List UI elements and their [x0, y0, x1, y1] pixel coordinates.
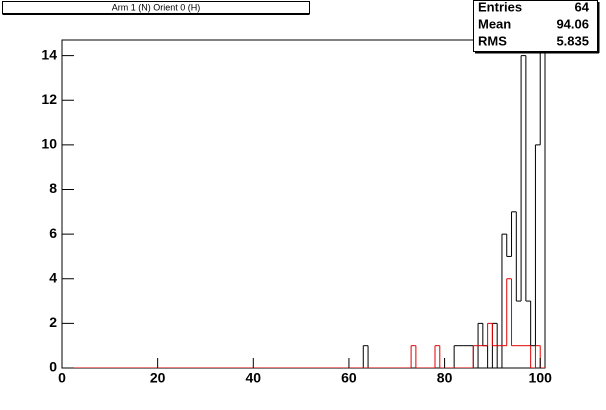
stats-shadow	[475, 51, 599, 54]
y-tick-label: 12	[41, 91, 57, 107]
title-shadow	[2, 13, 310, 15]
x-tick-label: 80	[437, 370, 453, 386]
stats-shadow	[597, 2, 600, 53]
y-tick-label: 6	[49, 225, 57, 241]
stat-value: 64	[575, 0, 590, 14]
stat-label: RMS	[478, 33, 507, 48]
stats-box	[473, 0, 598, 52]
x-tick-label: 100	[529, 370, 553, 386]
y-tick-label: 14	[41, 46, 57, 62]
stat-value: 5.835	[556, 33, 589, 48]
y-tick-label: 8	[49, 180, 57, 196]
stat-value: 94.06	[556, 16, 589, 31]
y-tick-label: 4	[49, 269, 57, 285]
x-tick-label: 60	[341, 370, 357, 386]
x-tick-label: 0	[58, 370, 66, 386]
stat-label: Entries	[478, 0, 522, 14]
histogram-area	[62, 40, 545, 368]
chart-title: Arm 1 (N) Orient 0 (H)	[112, 2, 201, 12]
x-tick-label: 40	[245, 370, 261, 386]
y-tick-label: 0	[49, 359, 57, 375]
stat-label: Mean	[478, 16, 511, 31]
plot-frame	[61, 39, 546, 369]
y-tick-label: 2	[49, 314, 57, 330]
y-tick-label: 10	[41, 136, 57, 152]
x-tick-label: 20	[150, 370, 166, 386]
